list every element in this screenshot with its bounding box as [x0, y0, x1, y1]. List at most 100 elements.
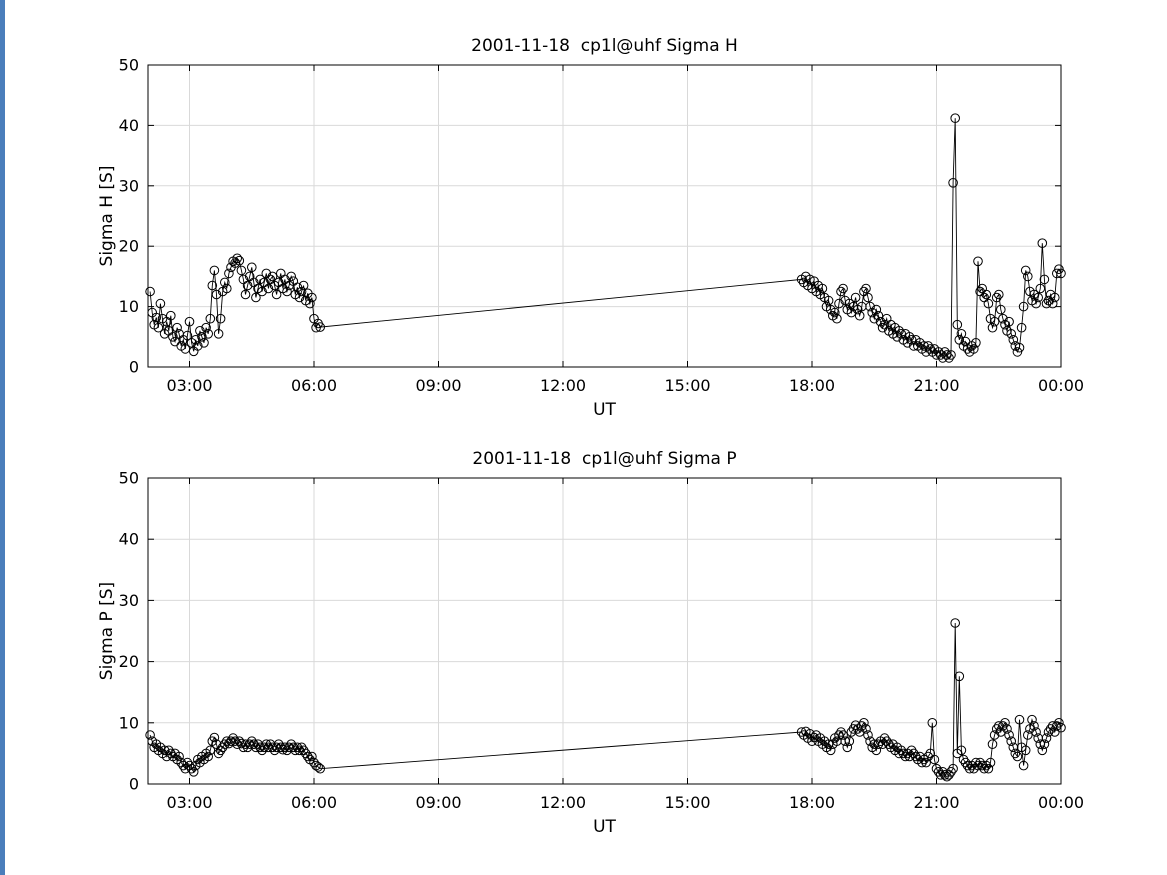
- data-point-marker: [983, 298, 994, 309]
- y-tick-label: 10: [119, 713, 139, 732]
- data-point-marker: [257, 286, 267, 297]
- data-point-marker: [805, 274, 815, 285]
- data-point-marker: [315, 763, 326, 774]
- data-point-marker: [298, 280, 309, 291]
- data-point-marker: [249, 739, 259, 750]
- data-point-marker: [838, 283, 848, 294]
- data-point-marker: [207, 280, 218, 291]
- sigma-p-chart-title: 2001-11-18 cp1l@uhf Sigma P: [472, 449, 737, 469]
- data-point-marker: [1035, 283, 1046, 294]
- data-point-marker: [271, 289, 282, 300]
- data-point-marker: [917, 757, 927, 768]
- data-point-marker: [989, 316, 1000, 327]
- data-point-marker: [842, 742, 853, 753]
- y-tick-label: 0: [129, 775, 139, 794]
- data-point-marker: [823, 295, 834, 306]
- data-point-marker: [220, 739, 230, 750]
- data-point-marker: [896, 329, 907, 339]
- data-point-marker: [303, 751, 313, 762]
- data-point-marker: [904, 332, 915, 342]
- data-point-marker: [1014, 342, 1025, 353]
- data-point-marker: [1029, 721, 1039, 731]
- data-point-marker: [834, 730, 844, 740]
- data-point-marker: [846, 307, 857, 318]
- data-point-marker: [1037, 745, 1048, 756]
- x-tick-label: 06:00: [291, 376, 337, 395]
- data-point-marker: [985, 757, 996, 768]
- data-point-marker: [927, 718, 938, 728]
- sigma-h-series-markers: [145, 113, 1066, 363]
- data-point-marker: [234, 255, 245, 266]
- data-point-marker: [240, 289, 251, 300]
- y-tick-label: 40: [119, 530, 139, 549]
- x-tick-label: 15:00: [664, 376, 710, 395]
- data-point-marker: [282, 286, 292, 297]
- data-point-marker: [209, 732, 220, 743]
- data-point-marker: [251, 292, 261, 303]
- data-point-marker: [877, 322, 888, 333]
- data-point-marker: [313, 762, 323, 772]
- data-point-marker: [962, 760, 973, 771]
- data-point-marker: [307, 292, 317, 303]
- data-point-marker: [1027, 714, 1037, 725]
- data-point-marker: [1056, 722, 1066, 733]
- data-point-marker: [996, 727, 1006, 737]
- data-point-marker: [215, 313, 226, 324]
- x-tick-label: 06:00: [291, 793, 337, 812]
- data-point-marker: [1020, 745, 1031, 756]
- data-point-marker: [155, 298, 166, 309]
- data-point-marker: [925, 344, 936, 354]
- data-point-marker: [261, 739, 272, 750]
- sigma-h-axes-box: [147, 64, 1062, 368]
- data-point-marker: [1004, 730, 1014, 740]
- y-tick-label: 0: [129, 358, 139, 377]
- data-point-marker: [1002, 724, 1012, 734]
- data-point-marker: [211, 289, 222, 300]
- data-point-marker: [205, 313, 216, 324]
- data-point-marker: [1006, 736, 1017, 747]
- data-point-marker: [1031, 727, 1041, 737]
- data-point-marker: [166, 748, 176, 759]
- data-point-marker: [863, 730, 873, 740]
- data-point-marker: [929, 754, 940, 765]
- data-point-marker: [267, 271, 278, 282]
- data-point-marker: [844, 736, 855, 747]
- data-point-marker: [203, 329, 213, 339]
- data-point-marker: [315, 322, 326, 332]
- data-point-marker: [145, 286, 155, 297]
- data-point-marker: [190, 335, 201, 345]
- data-point-marker: [184, 316, 195, 327]
- data-point-marker: [193, 341, 203, 351]
- data-point-marker: [931, 350, 942, 360]
- data-point-marker: [201, 322, 211, 333]
- sigma-h-yaxis-label: Sigma H [S]: [97, 165, 117, 267]
- data-point-marker: [973, 256, 983, 267]
- data-point-marker: [1039, 739, 1050, 750]
- data-point-marker: [979, 763, 990, 774]
- data-point-marker: [952, 319, 963, 330]
- data-point-marker: [933, 767, 944, 777]
- x-tick-label: 18:00: [789, 793, 835, 812]
- left-window-edge: [0, 0, 5, 875]
- data-point-marker: [1010, 341, 1021, 351]
- sigma-p-yaxis-label: Sigma P [S]: [97, 581, 117, 681]
- data-point-marker: [871, 304, 882, 315]
- x-tick-label: 21:00: [913, 376, 959, 395]
- data-point-marker: [1016, 322, 1027, 333]
- data-point-marker: [906, 335, 917, 345]
- x-tick-label: 12:00: [540, 793, 586, 812]
- y-tick-label: 50: [119, 469, 139, 488]
- sigma-h-ticks: [148, 64, 1062, 368]
- data-point-marker: [911, 751, 921, 762]
- sigma-h-xaxis-label: UT: [593, 400, 616, 420]
- data-point-marker: [825, 745, 836, 756]
- data-point-marker: [969, 344, 979, 354]
- data-point-marker: [836, 286, 846, 297]
- data-point-marker: [956, 745, 967, 756]
- data-point-marker: [188, 767, 199, 777]
- data-point-marker: [1006, 329, 1017, 339]
- data-point-marker: [1004, 316, 1014, 327]
- data-point-marker: [854, 310, 865, 321]
- data-point-marker: [948, 178, 958, 188]
